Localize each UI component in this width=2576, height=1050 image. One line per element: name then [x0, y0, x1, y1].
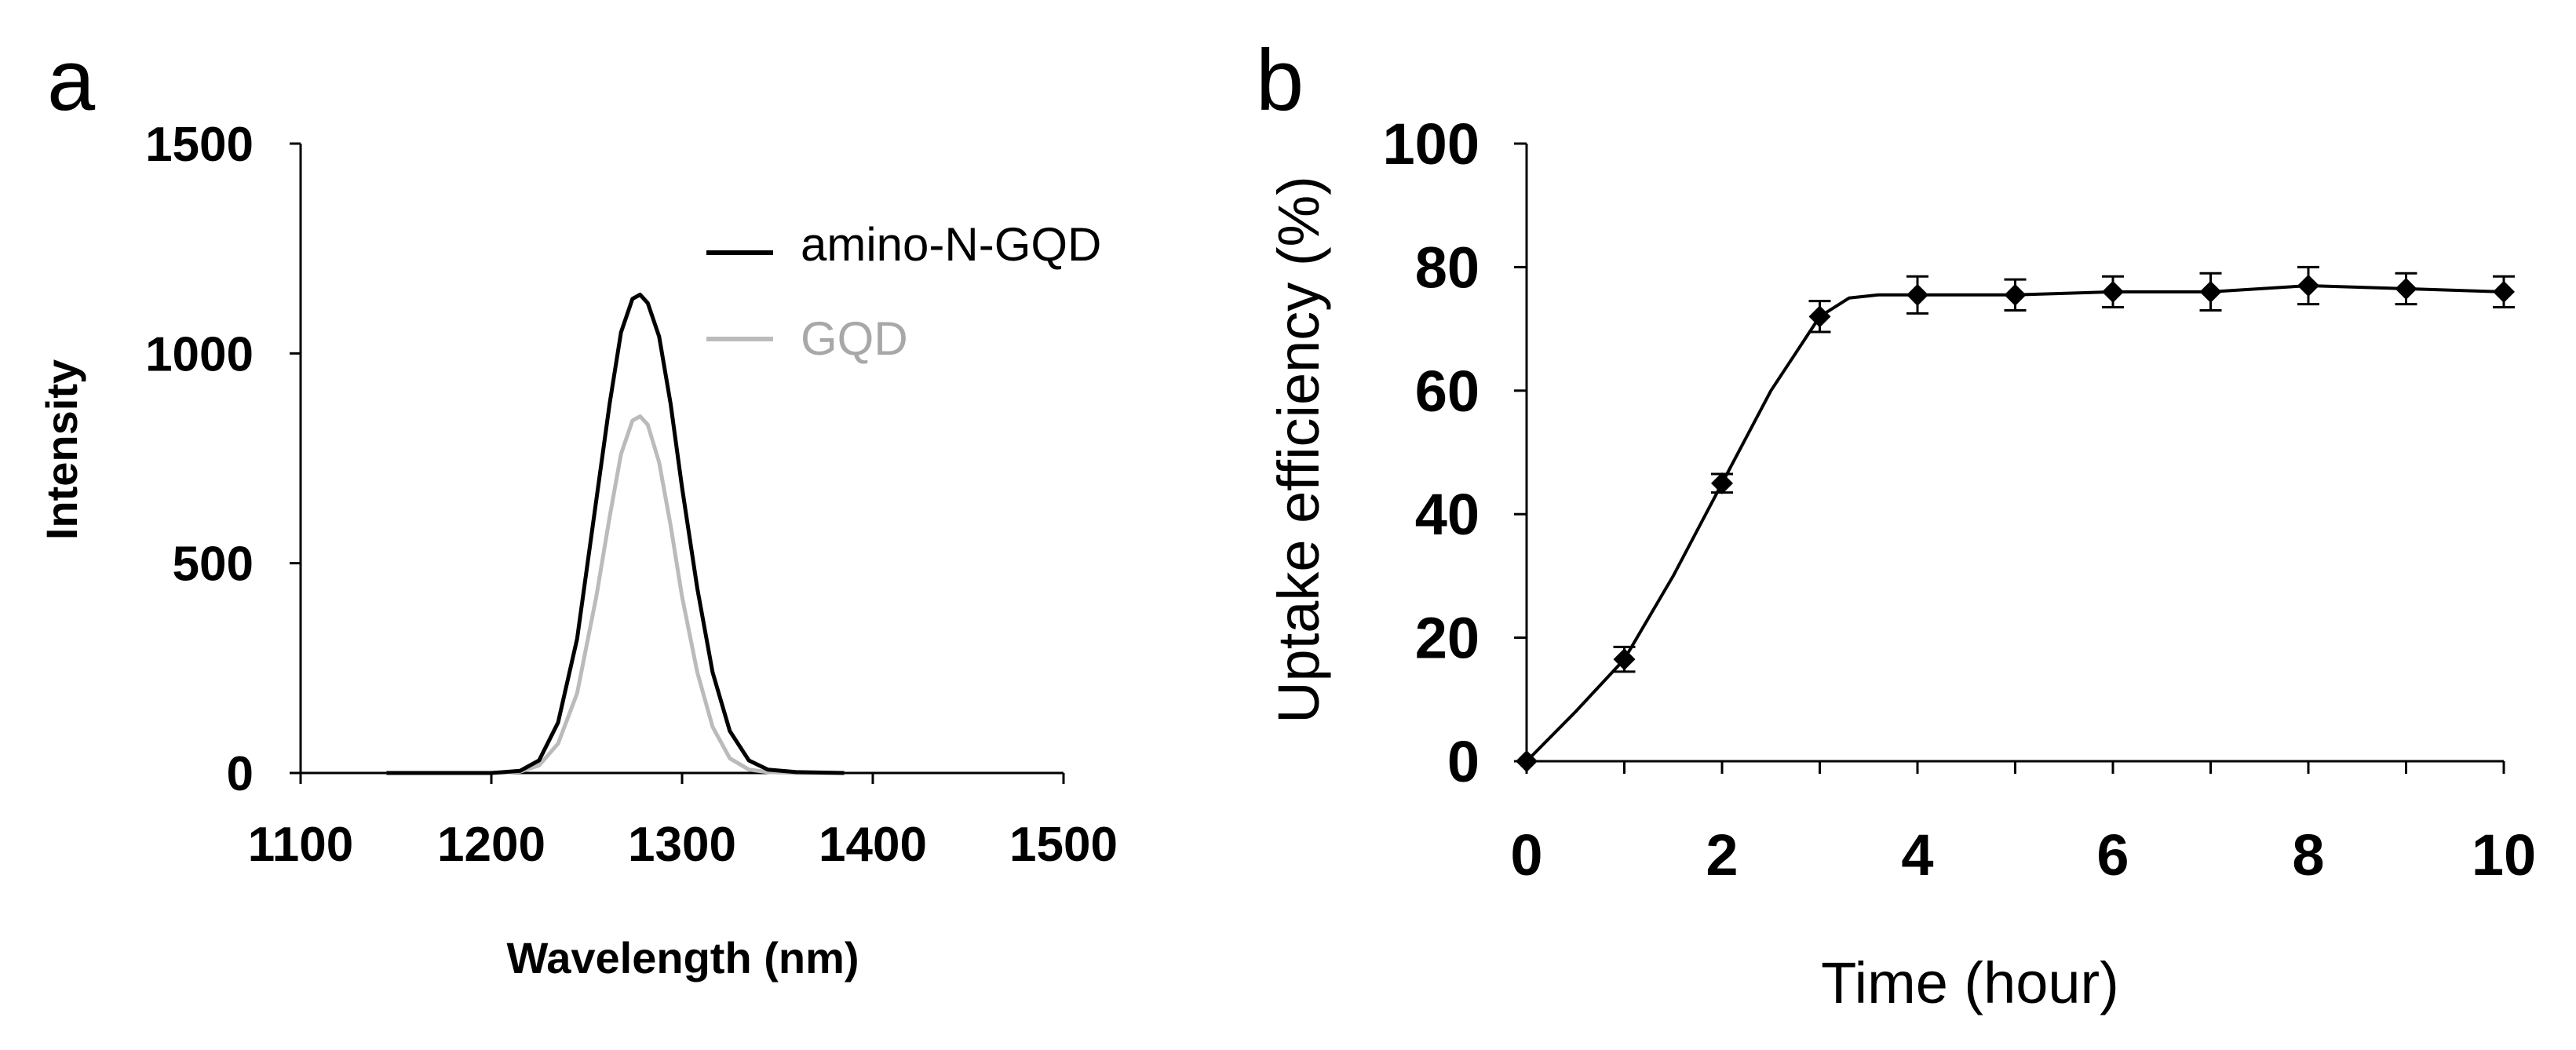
data-point-marker [2395, 277, 2417, 300]
panel-b-y-axis-title: Uptake efficiency (%) [1266, 176, 1331, 724]
data-point-marker [1613, 648, 1636, 671]
panel-b-series [1516, 265, 2515, 772]
panel-b-x-tick-label: 2 [1706, 822, 1738, 888]
panel-b-x-tick-label: 6 [2096, 822, 2129, 888]
panel-b-y-tick-label: 0 [1447, 729, 1480, 794]
series-line-GQD [386, 414, 845, 775]
panel-b-x-tick-label: 0 [1510, 822, 1542, 888]
panel-a-x-tick-label: 1300 [628, 818, 736, 872]
panel-b-x-tick-label: 4 [1901, 822, 1933, 888]
panel-a-y-tick-label: 500 [173, 538, 254, 592]
fit-curve-line [1525, 284, 2505, 763]
panel-b-x-axis-title: Time (hour) [1821, 950, 2119, 1015]
data-point-marker [2297, 275, 2319, 297]
panel-a: a 1100 1200 1300 1400 1500 0 500 1000 1500 Wavel… [37, 32, 1118, 983]
series-line-amino-N-GQD [386, 293, 845, 775]
data-point-marker [1808, 305, 1831, 328]
data-point-marker [2004, 283, 2027, 306]
panel-a-y-tick-label: 1000 [145, 327, 254, 381]
data-point-marker [1711, 472, 1733, 494]
panel-b-y-tick-label: 80 [1415, 235, 1480, 300]
panel-b-y-tick-label: 100 [1383, 111, 1480, 177]
panel-b-y-tick-label: 40 [1415, 482, 1480, 547]
data-point-marker [2199, 280, 2222, 303]
panel-a-ticks: 1100 1200 1300 1400 1500 0 500 1000 1500 [145, 118, 1118, 872]
panel-a-x-tick-label: 1500 [1009, 818, 1118, 872]
data-point-marker [2102, 280, 2124, 303]
data-point-marker [1906, 283, 1928, 306]
panel-a-x-tick-label: 1400 [819, 818, 927, 872]
panel-a-y-tick-label: 1500 [145, 118, 254, 172]
legend-label-GQD: GQD [801, 312, 908, 365]
data-point-marker [1516, 750, 1538, 772]
panel-a-legend: amino-N-GQD GQD [706, 218, 1101, 365]
panel-a-y-axis-title: Intensity [37, 359, 86, 540]
panel-b-x-tick-label: 8 [2292, 822, 2324, 888]
data-point-marker [2493, 280, 2515, 303]
panel-b-axes [1525, 144, 2504, 763]
panel-b-x-tick-label: 10 [2472, 822, 2536, 888]
panel-b-label: b [1256, 32, 1304, 129]
panel-a-x-axis-title: Wavelength (nm) [506, 933, 859, 983]
panel-b-y-tick-label: 60 [1415, 359, 1480, 424]
panel-a-series [386, 293, 845, 775]
legend-label-amino-N-GQD: amino-N-GQD [801, 218, 1101, 271]
panel-b-y-tick-label: 20 [1415, 606, 1480, 671]
panel-a-y-tick-label: 0 [227, 747, 254, 801]
panel-a-label: a [47, 32, 96, 129]
panel-a-x-tick-label: 1100 [248, 818, 354, 872]
panel-a-x-tick-label: 1200 [437, 818, 545, 872]
